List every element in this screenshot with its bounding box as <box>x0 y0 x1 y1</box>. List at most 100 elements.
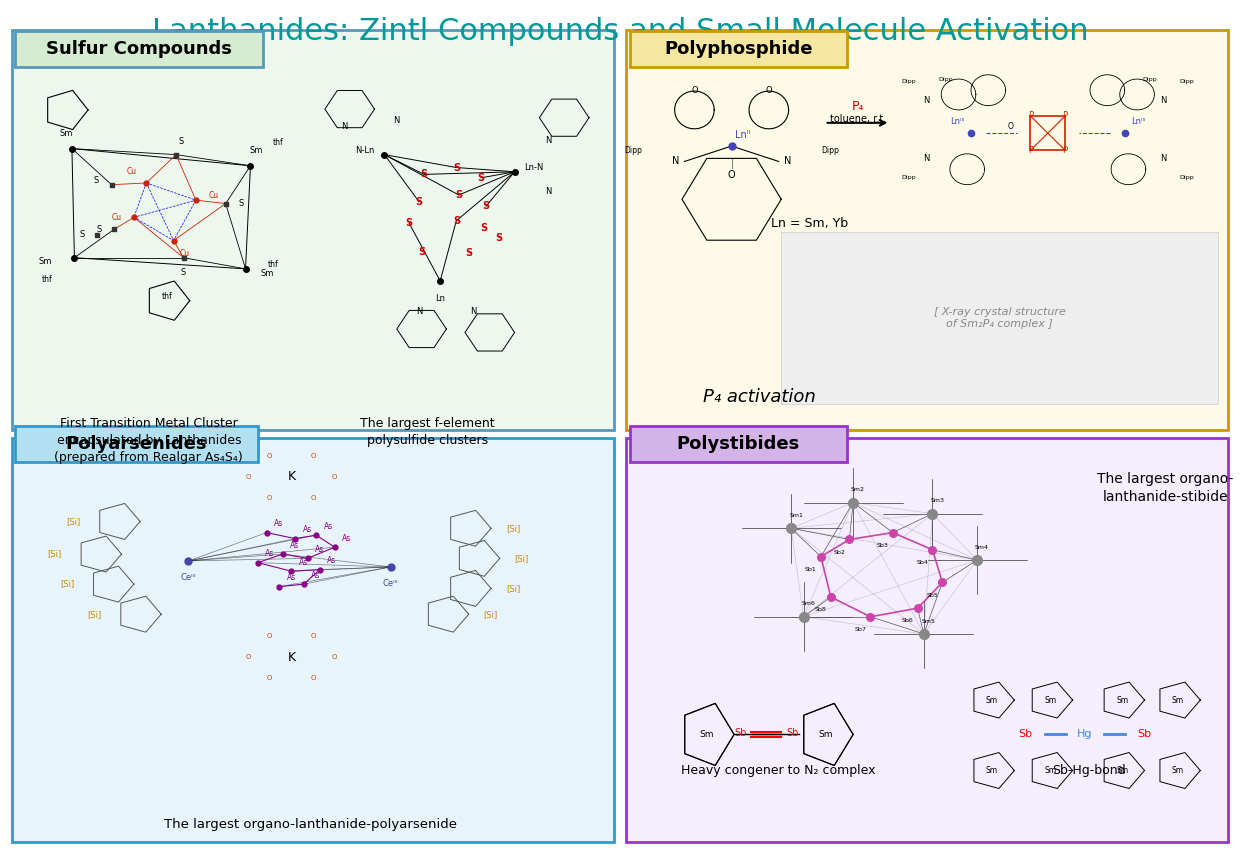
FancyBboxPatch shape <box>12 438 614 842</box>
Text: Lnᴵᴵᴵ: Lnᴵᴵᴵ <box>950 118 965 126</box>
Text: O: O <box>1007 122 1013 131</box>
Text: [Si]: [Si] <box>88 610 102 618</box>
Text: N: N <box>341 122 348 131</box>
Text: S: S <box>94 176 99 185</box>
Text: O: O <box>267 633 273 639</box>
Text: Sb7: Sb7 <box>854 627 867 632</box>
Text: The largest organo-
lanthanide-stibide: The largest organo- lanthanide-stibide <box>1097 472 1234 504</box>
Text: Sm: Sm <box>986 696 998 704</box>
Text: O: O <box>267 495 273 501</box>
Text: S: S <box>97 225 102 234</box>
Text: P₄: P₄ <box>852 100 864 113</box>
Text: As: As <box>290 541 299 550</box>
Text: N: N <box>923 96 930 105</box>
Text: Sm: Sm <box>260 269 274 277</box>
Text: [Si]: [Si] <box>48 550 62 558</box>
Text: O: O <box>267 675 273 681</box>
FancyBboxPatch shape <box>781 232 1218 404</box>
Text: thf: thf <box>268 260 279 269</box>
Text: Sm1: Sm1 <box>789 513 804 518</box>
Text: Sb3: Sb3 <box>877 543 889 548</box>
Text: Sm: Sm <box>250 147 263 155</box>
FancyBboxPatch shape <box>630 426 847 462</box>
Text: Ln: Ln <box>435 294 445 302</box>
Text: O: O <box>332 474 337 479</box>
Text: Dipp: Dipp <box>1179 175 1194 180</box>
Text: Cu: Cu <box>112 213 122 222</box>
Text: As: As <box>327 557 336 565</box>
Text: As: As <box>315 545 324 554</box>
Text: Sm6: Sm6 <box>801 601 816 606</box>
Text: thf: thf <box>162 292 172 301</box>
Text: Sb: Sb <box>1018 729 1033 740</box>
Text: Dipp: Dipp <box>939 77 954 82</box>
Text: Sm3: Sm3 <box>930 498 945 503</box>
Text: Sm: Sm <box>986 766 998 775</box>
Text: S: S <box>482 201 490 211</box>
Text: P: P <box>1028 146 1033 155</box>
Text: N: N <box>415 308 423 316</box>
Text: [Si]: [Si] <box>67 517 81 526</box>
Text: N: N <box>672 156 680 167</box>
Text: Sb: Sb <box>786 728 799 738</box>
Text: Sm: Sm <box>818 730 833 739</box>
Text: S: S <box>453 162 460 173</box>
Text: toluene, r.t.: toluene, r.t. <box>830 113 887 124</box>
Text: S: S <box>405 218 413 228</box>
Text: N: N <box>393 116 401 125</box>
Text: Sm2: Sm2 <box>851 487 866 492</box>
Text: O: O <box>728 170 735 180</box>
Text: S: S <box>495 233 502 243</box>
Text: S: S <box>477 173 485 183</box>
Text: Sb: Sb <box>1137 729 1152 740</box>
Text: Sm: Sm <box>38 258 52 266</box>
Text: [ X-ray crystal structure
of Sm₂P₄ complex ]: [ X-ray crystal structure of Sm₂P₄ compl… <box>934 307 1065 329</box>
Text: Sb1: Sb1 <box>805 567 817 572</box>
Text: Sm4: Sm4 <box>975 545 990 550</box>
Text: Dipp: Dipp <box>901 175 916 180</box>
Text: S: S <box>79 230 84 239</box>
Text: Polystibides: Polystibides <box>677 436 800 453</box>
Text: S: S <box>181 268 186 277</box>
Text: thf: thf <box>41 275 52 283</box>
Text: O: O <box>310 453 316 459</box>
Text: Sm: Sm <box>1116 766 1128 775</box>
Text: O: O <box>267 453 273 459</box>
Text: Lnᴵᴵ: Lnᴵᴵ <box>735 130 750 140</box>
Text: As: As <box>311 571 320 580</box>
Text: O: O <box>246 655 250 660</box>
Text: P: P <box>1028 112 1033 120</box>
Text: As: As <box>303 526 311 534</box>
Text: Sb-Hg-bond: Sb-Hg-bond <box>1052 764 1126 777</box>
FancyBboxPatch shape <box>15 426 258 462</box>
Text: Sb: Sb <box>734 728 746 738</box>
Text: [Si]: [Si] <box>506 524 520 533</box>
FancyBboxPatch shape <box>630 31 847 67</box>
Text: Heavy congener to N₂ complex: Heavy congener to N₂ complex <box>682 764 875 777</box>
Text: As: As <box>324 522 332 531</box>
Text: N: N <box>1159 155 1167 163</box>
Text: Lnᴵᴵᴵ: Lnᴵᴵᴵ <box>1131 118 1146 126</box>
Text: S: S <box>455 190 463 200</box>
Text: O: O <box>691 86 698 94</box>
Text: Sm: Sm <box>1172 696 1184 704</box>
Text: Polyarsenides: Polyarsenides <box>66 436 207 453</box>
Text: Cu: Cu <box>126 168 136 176</box>
Text: Ln = Sm, Yb: Ln = Sm, Yb <box>771 216 848 230</box>
Text: Sm: Sm <box>1044 766 1056 775</box>
Text: Dipp: Dipp <box>821 146 838 155</box>
Text: The largest f-element
polysulfide clusters: The largest f-element polysulfide cluste… <box>361 417 495 448</box>
Text: Cu: Cu <box>208 192 218 200</box>
Text: Sm: Sm <box>1172 766 1184 775</box>
Text: N: N <box>544 187 552 196</box>
Text: As: As <box>299 558 308 567</box>
Text: O: O <box>310 675 316 681</box>
Text: S: S <box>465 248 472 259</box>
Text: N: N <box>470 308 477 316</box>
Text: S: S <box>238 199 243 208</box>
Text: Hg: Hg <box>1078 729 1092 740</box>
Text: [Si]: [Si] <box>484 610 497 618</box>
FancyBboxPatch shape <box>15 31 263 67</box>
Text: Sm: Sm <box>699 730 714 739</box>
Text: As: As <box>274 520 283 528</box>
